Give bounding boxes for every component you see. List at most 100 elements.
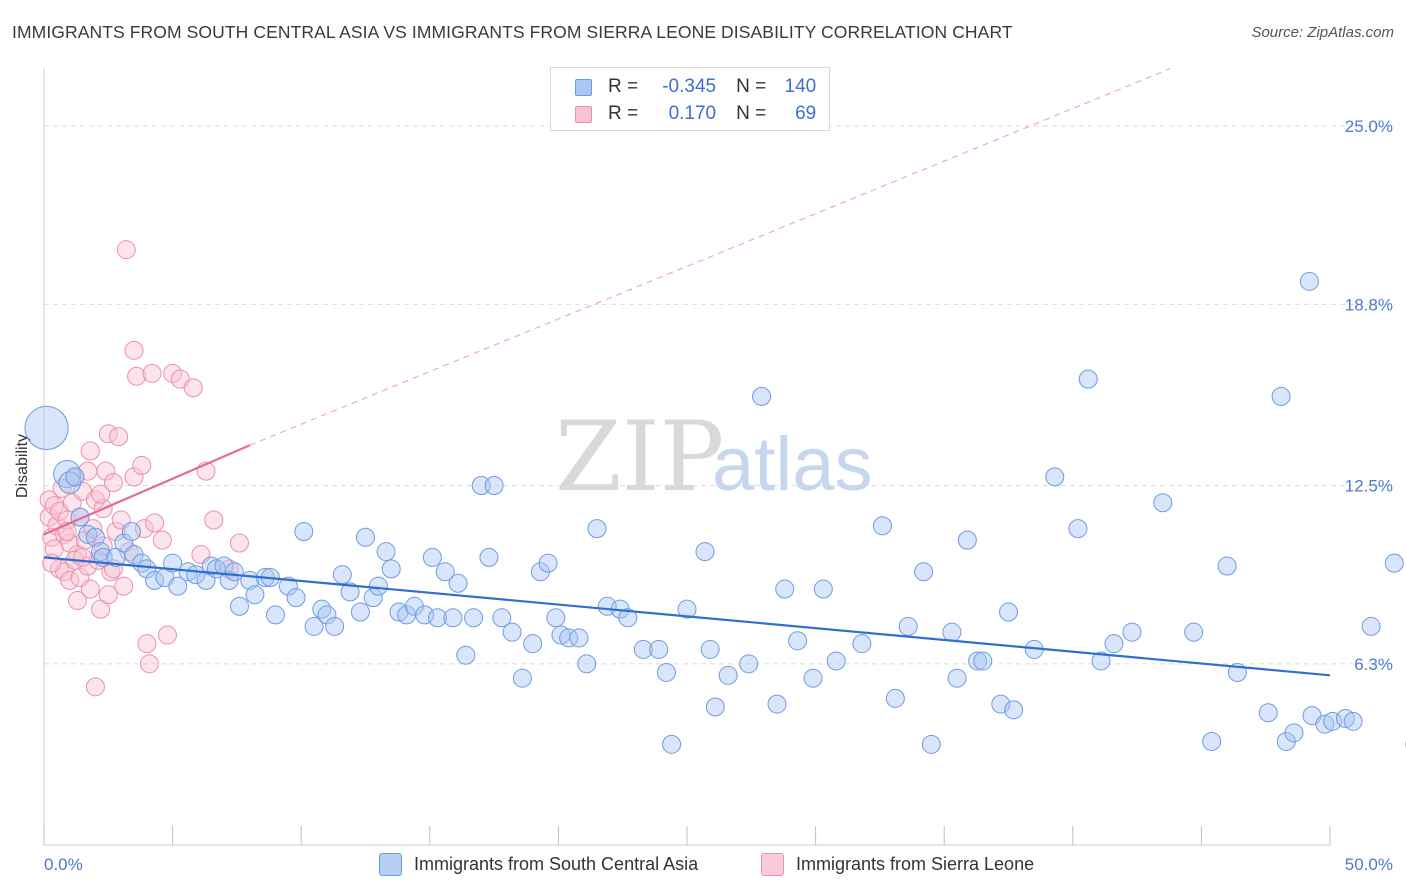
data-point: [1104, 634, 1124, 654]
data-point: [304, 616, 324, 636]
data-point: [587, 519, 607, 539]
data-point: [65, 467, 85, 487]
data-point: [91, 484, 111, 504]
legend-swatch-blue: [379, 852, 402, 876]
data-point: [137, 634, 157, 654]
legend-row-south-central-asia: R = -0.345 N = 140: [575, 74, 816, 100]
data-point: [340, 582, 360, 602]
data-point: [826, 651, 846, 671]
data-point: [1078, 369, 1098, 389]
data-point: [214, 556, 234, 576]
data-point: [1068, 519, 1088, 539]
data-point: [775, 579, 795, 599]
data-point: [142, 363, 162, 383]
data-point: [1284, 723, 1304, 743]
data-point: [317, 605, 337, 625]
data-point: [957, 530, 977, 550]
data-point: [1153, 493, 1173, 513]
data-point: [286, 588, 306, 608]
data-point: [718, 665, 738, 685]
data-point: [999, 602, 1018, 622]
data-point: [114, 576, 134, 596]
data-point: [124, 467, 144, 487]
data-point: [58, 471, 82, 494]
correlation-legend: R = -0.345 N = 140 R = 0.170 N = 69: [550, 67, 830, 131]
data-point: [245, 585, 265, 605]
watermark-zip: ZIP: [555, 401, 724, 513]
data-point: [116, 240, 136, 260]
data-point: [656, 662, 676, 682]
legend-n-value: 69: [795, 103, 817, 124]
data-point: [163, 363, 183, 383]
data-point: [356, 527, 375, 547]
data-point: [1258, 703, 1278, 723]
legend-swatch-pink: [575, 105, 592, 123]
legend-n-value: 140: [784, 76, 817, 97]
data-point: [1091, 651, 1111, 671]
data-point: [885, 688, 905, 708]
data-point: [381, 559, 401, 579]
data-point: [1122, 622, 1142, 642]
data-point: [803, 668, 823, 688]
data-point: [649, 639, 669, 659]
x-tick-label: 50.0%: [1345, 855, 1393, 874]
data-point: [60, 533, 80, 553]
data-point: [1343, 711, 1363, 731]
data-point: [1335, 708, 1355, 728]
data-point: [103, 473, 123, 493]
data-point: [132, 455, 152, 475]
data-point: [973, 651, 993, 671]
y-tick-label: 12.5%: [1345, 477, 1393, 496]
data-point: [1271, 386, 1291, 406]
data-point: [294, 522, 314, 542]
trend-line: [43, 444, 251, 536]
data-point: [422, 547, 442, 567]
data-point: [325, 616, 345, 636]
data-point: [523, 634, 543, 654]
data-point: [229, 533, 249, 553]
data-point: [78, 524, 98, 544]
data-point: [204, 510, 224, 530]
data-point: [368, 576, 388, 596]
x-tick-label: 0.0%: [44, 855, 83, 874]
data-point: [1004, 700, 1024, 720]
data-point: [739, 654, 759, 674]
data-point: [813, 579, 833, 599]
data-point: [577, 654, 597, 674]
data-point: [78, 461, 98, 481]
data-point: [1202, 731, 1222, 751]
data-point: [428, 608, 448, 628]
legend-swatch-pink: [761, 852, 784, 876]
data-point: [53, 460, 82, 489]
data-point: [121, 522, 141, 542]
data-point: [183, 378, 203, 398]
data-point: [942, 622, 962, 642]
data-point: [618, 608, 638, 628]
data-point: [872, 516, 892, 536]
data-point: [312, 599, 332, 619]
data-point: [479, 547, 499, 567]
data-point: [168, 576, 188, 596]
watermark-atlas: atlas: [712, 422, 873, 507]
chart-title: IMMIGRANTS FROM SOUTH CENTRAL ASIA VS IM…: [12, 22, 1013, 42]
data-point: [852, 634, 872, 654]
data-point: [705, 697, 725, 717]
data-point: [85, 677, 105, 697]
data-point: [1299, 271, 1319, 291]
data-point: [968, 651, 988, 671]
legend-r-value: 0.170: [668, 103, 717, 124]
data-point: [914, 562, 934, 582]
data-point: [332, 565, 352, 585]
legend-n-label: N =: [736, 103, 767, 124]
data-point: [106, 522, 126, 542]
data-point: [484, 476, 504, 496]
data-point: [80, 579, 100, 599]
gridlines: [44, 125, 1395, 665]
tick-labels: 6.3% 12.5% 18.8% 25.0% 0.0% 50.0%: [44, 117, 1393, 874]
data-point: [1384, 553, 1404, 573]
data-point: [947, 668, 967, 688]
data-point: [85, 527, 105, 547]
data-point: [109, 427, 129, 447]
data-point: [137, 559, 157, 579]
data-point: [278, 576, 298, 596]
